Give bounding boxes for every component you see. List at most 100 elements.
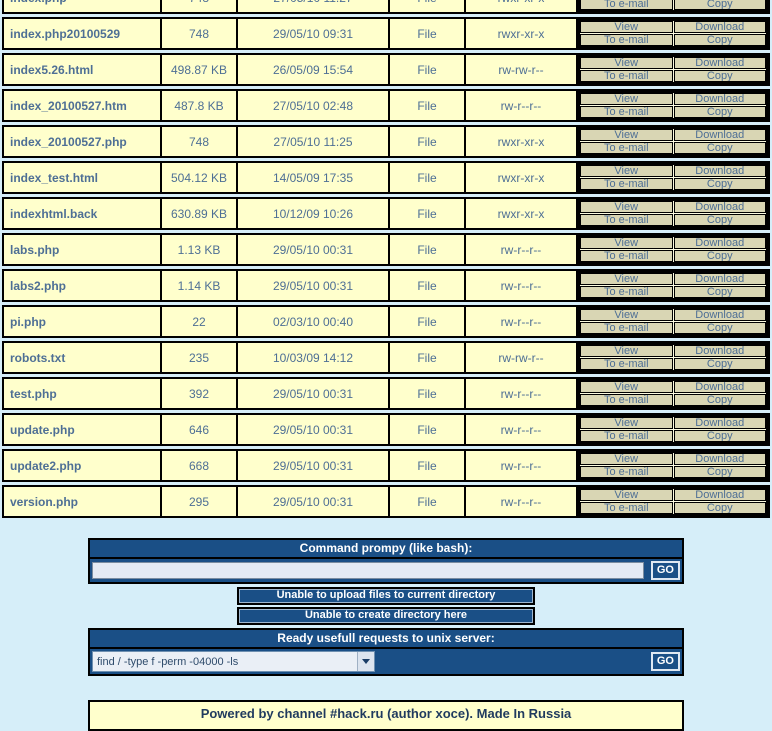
file-name: update.php (4, 415, 162, 444)
file-actions-cell: View Download To e-mail Copy (578, 379, 768, 408)
copy-button[interactable]: Copy (673, 178, 766, 190)
table-row: index.php 748 27/05/10 11:27 File rwxr-x… (2, 0, 770, 14)
command-input-row: GO (90, 559, 682, 582)
copy-button[interactable]: Copy (673, 106, 766, 118)
copy-button[interactable]: Copy (673, 466, 766, 478)
file-type: File (390, 415, 466, 444)
email-button[interactable]: To e-mail (580, 466, 673, 478)
file-size: 498.87 KB (162, 55, 238, 84)
email-button[interactable]: To e-mail (580, 142, 673, 154)
view-button[interactable]: View (580, 165, 673, 177)
copy-button[interactable]: Copy (673, 430, 766, 442)
file-date: 27/05/10 02:48 (238, 91, 390, 120)
file-name: index_20100527.htm (4, 91, 162, 120)
file-actions-grid: View Download To e-mail Copy (578, 55, 768, 84)
file-actions-cell: View Download To e-mail Copy (578, 127, 768, 156)
download-button[interactable]: Download (673, 381, 766, 393)
file-actions-cell: View Download To e-mail Copy (578, 415, 768, 444)
copy-button[interactable]: Copy (673, 250, 766, 262)
copy-button[interactable]: Copy (673, 214, 766, 226)
email-button[interactable]: To e-mail (580, 322, 673, 334)
file-type: File (390, 451, 466, 480)
email-button[interactable]: To e-mail (580, 106, 673, 118)
view-button[interactable]: View (580, 489, 673, 501)
download-button[interactable]: Download (673, 93, 766, 105)
download-button[interactable]: Download (673, 21, 766, 33)
email-button[interactable]: To e-mail (580, 214, 673, 226)
download-button[interactable]: Download (673, 309, 766, 321)
file-date: 29/05/10 00:31 (238, 415, 390, 444)
view-button[interactable]: View (580, 309, 673, 321)
email-button[interactable]: To e-mail (580, 178, 673, 190)
file-actions-cell: View Download To e-mail Copy (578, 0, 768, 12)
view-button[interactable]: View (580, 201, 673, 213)
download-button[interactable]: Download (673, 417, 766, 429)
download-button[interactable]: Download (673, 57, 766, 69)
download-button[interactable]: Download (673, 237, 766, 249)
view-button[interactable]: View (580, 381, 673, 393)
view-button[interactable]: View (580, 129, 673, 141)
download-button[interactable]: Download (673, 453, 766, 465)
file-size: 487.8 KB (162, 91, 238, 120)
view-button[interactable]: View (580, 21, 673, 33)
file-date: 10/03/09 14:12 (238, 343, 390, 372)
download-button[interactable]: Download (673, 165, 766, 177)
copy-button[interactable]: Copy (673, 322, 766, 334)
view-button[interactable]: View (580, 93, 673, 105)
requests-select[interactable]: find / -type f -perm -04000 -ls (92, 651, 375, 672)
file-permissions: rw-rw-r-- (466, 343, 578, 372)
file-name: index_20100527.php (4, 127, 162, 156)
copy-button[interactable]: Copy (673, 286, 766, 298)
view-button[interactable]: View (580, 237, 673, 249)
download-button[interactable]: Download (673, 201, 766, 213)
copy-button[interactable]: Copy (673, 394, 766, 406)
copy-button[interactable]: Copy (673, 34, 766, 46)
file-permissions: rw-r--r-- (466, 235, 578, 264)
file-permissions: rw-r--r-- (466, 271, 578, 300)
file-permissions: rwxr-xr-x (466, 0, 578, 12)
table-row: labs2.php 1.14 KB 29/05/10 00:31 File rw… (2, 269, 770, 302)
file-date: 14/05/09 17:35 (238, 163, 390, 192)
download-button[interactable]: Download (673, 489, 766, 501)
email-button[interactable]: To e-mail (580, 430, 673, 442)
table-row: update.php 646 29/05/10 00:31 File rw-r-… (2, 413, 770, 446)
view-button[interactable]: View (580, 57, 673, 69)
file-name: version.php (4, 487, 162, 516)
copy-button[interactable]: Copy (673, 142, 766, 154)
view-button[interactable]: View (580, 345, 673, 357)
mkdir-notice: Unable to create directory here (237, 607, 535, 625)
email-button[interactable]: To e-mail (580, 250, 673, 262)
requests-go-button[interactable]: GO (650, 652, 680, 671)
download-button[interactable]: Download (673, 345, 766, 357)
file-name: labs2.php (4, 271, 162, 300)
file-name: pi.php (4, 307, 162, 336)
file-actions-cell: View Download To e-mail Copy (578, 163, 768, 192)
copy-button[interactable]: Copy (673, 358, 766, 370)
copy-button[interactable]: Copy (673, 70, 766, 82)
email-button[interactable]: To e-mail (580, 34, 673, 46)
view-button[interactable]: View (580, 453, 673, 465)
command-go-button[interactable]: GO (650, 561, 680, 580)
email-button[interactable]: To e-mail (580, 0, 673, 10)
table-row: update2.php 668 29/05/10 00:31 File rw-r… (2, 449, 770, 482)
download-button[interactable]: Download (673, 129, 766, 141)
file-size: 646 (162, 415, 238, 444)
email-button[interactable]: To e-mail (580, 286, 673, 298)
table-row: labs.php 1.13 KB 29/05/10 00:31 File rw-… (2, 233, 770, 266)
command-input[interactable] (92, 562, 644, 579)
copy-button[interactable]: Copy (673, 0, 766, 10)
email-button[interactable]: To e-mail (580, 502, 673, 514)
view-button[interactable]: View (580, 417, 673, 429)
file-actions-grid: View Download To e-mail Copy (578, 271, 768, 300)
command-panel: Command prompy (like bash): GO (88, 538, 684, 584)
file-type: File (390, 127, 466, 156)
file-actions-cell: View Download To e-mail Copy (578, 55, 768, 84)
file-permissions: rwxr-xr-x (466, 19, 578, 48)
chevron-down-icon[interactable] (357, 652, 374, 671)
download-button[interactable]: Download (673, 273, 766, 285)
email-button[interactable]: To e-mail (580, 394, 673, 406)
copy-button[interactable]: Copy (673, 502, 766, 514)
view-button[interactable]: View (580, 273, 673, 285)
email-button[interactable]: To e-mail (580, 70, 673, 82)
email-button[interactable]: To e-mail (580, 358, 673, 370)
